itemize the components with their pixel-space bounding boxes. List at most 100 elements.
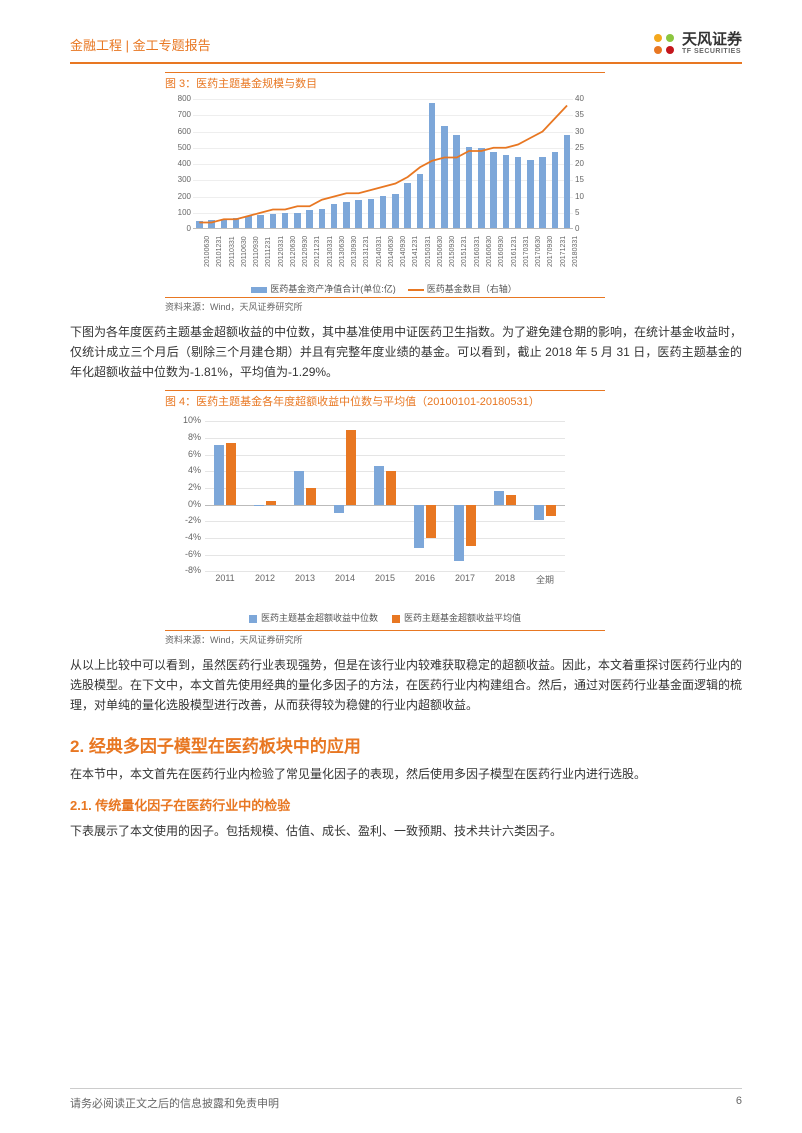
chart2-ytick: 0% [171,499,201,509]
chart2-bar-median [534,505,544,520]
chart2-ytick: 10% [171,415,201,425]
chart1-xtick: 20120630 [290,236,297,267]
chart1-ytick-right: 40 [575,94,593,103]
chart1-xtick: 20160630 [486,236,493,267]
chart1-ytick-right: 10 [575,192,593,201]
chart1-xtick: 20150331 [425,236,432,267]
chart1-xtick: 20100630 [204,236,211,267]
chart1-bar [270,214,277,228]
chart1-xtick: 20140630 [388,236,395,267]
chart1-xtick: 20130930 [351,236,358,267]
chart1-bar [380,196,387,228]
paragraph-4: 下表展示了本文使用的因子。包括规模、估值、成长、盈利、一致预期、技术共计六类因子… [70,822,742,842]
chart1-bar [355,200,362,228]
company-logo: 天风证券 TF SECURITIES [650,30,742,58]
heading-section-2: 2. 经典多因子模型在医药板块中的应用 [70,732,742,757]
paragraph-1: 下图为各年度医药主题基金超额收益的中位数，其中基准使用中证医药卫生指数。为了避免… [70,323,742,382]
chart2-bar-median [294,471,304,504]
chart1-xtick: 20151231 [461,236,468,267]
chart1-ytick-left: 500 [167,143,191,152]
chart1-xtick: 20170930 [547,236,554,267]
chart2-xtick: 2013 [286,573,324,583]
chart1-xtick: 20170331 [523,236,530,267]
page-footer: 请务必阅读正文之后的信息披露和免责申明 6 [70,1088,742,1111]
chart1-bar [527,160,534,228]
heading-section-2-1: 2.1. 传统量化因子在医药行业中的检验 [70,795,742,814]
chart2-xtick: 2017 [446,573,484,583]
chart2-bar-median [214,445,224,505]
chart2-ytick: -6% [171,549,201,559]
chart1-bar [515,157,522,228]
chart2-bar-mean [546,505,556,516]
chart2-legend: 医药主题基金超额收益中位数医药主题基金超额收益平均值 [165,611,595,624]
chart2-bar-mean [306,488,316,505]
chart1-xtick: 20160930 [498,236,505,267]
chart1-xtick: 20160331 [474,236,481,267]
chart1-xtick: 20141231 [412,236,419,267]
chart1-xtick: 20150930 [449,236,456,267]
paragraph-3: 在本节中，本文首先在医药行业内检验了常见量化因子的表现，然后使用多因子模型在医药… [70,765,742,785]
chart2-bar-mean [346,430,356,505]
chart1-xtick: 20120930 [302,236,309,267]
chart1-bar [539,157,546,229]
chart2-xtick: 2014 [326,573,364,583]
chart1-xtick: 20130331 [327,236,334,267]
chart1-legend: 医药基金资产净值合计(单位:亿)医药基金数目（右轴） [165,282,595,295]
chart2-bar-mean [426,505,436,538]
chart2-bar-median [254,505,264,507]
chart2-ytick: 6% [171,449,201,459]
chart1-bar [257,215,264,228]
chart1-xtick: 20140331 [376,236,383,267]
chart1-bar [453,135,460,228]
chart1-xtick: 20110930 [253,236,260,267]
chart1-bar [208,220,215,228]
chart1-bar [490,152,497,228]
chart2-xtick: 2016 [406,573,444,583]
chart1-ytick-left: 0 [167,224,191,233]
chart1-bar [306,210,313,228]
chart1-ytick-left: 700 [167,110,191,119]
page-number: 6 [736,1095,742,1111]
chart1-xtick: 20101231 [216,236,223,267]
chart1-xtick: 20121231 [314,236,321,267]
logo-text-cn: 天风证券 [682,32,742,49]
chart1-xtick: 20180331 [572,236,579,267]
chart1-ytick-right: 15 [575,175,593,184]
chart2-bar-median [414,505,424,548]
chart1-bar [552,152,559,228]
chart1-bar [404,183,411,229]
chart1-xtick: 20111231 [265,237,272,267]
chart2-bar-mean [506,495,516,505]
chart1-ytick-left: 800 [167,94,191,103]
chart1-bar [294,213,301,228]
chart1-xtick: 20110630 [241,236,248,267]
chart1-xtick: 20120331 [278,236,285,267]
chart1-bar [466,147,473,228]
chart2-ytick: 8% [171,432,201,442]
chart1-ytick-right: 35 [575,110,593,119]
chart2-bar-median [494,491,504,504]
figure-4-source: 资料来源：Wind，天风证券研究所 [165,633,742,646]
chart2-bar-mean [386,471,396,504]
chart1-ytick-left: 300 [167,175,191,184]
chart1-bar [233,218,240,228]
page-header: 金融工程 | 金工专题报告 天风证券 TF SECURITIES [70,30,742,64]
chart2-bar-median [374,466,384,505]
chart1-xtick: 20171231 [560,236,567,267]
chart1-bar [392,194,399,228]
chart1-ytick-left: 100 [167,208,191,217]
logo-text-en: TF SECURITIES [682,48,742,56]
chart1-bar [417,174,424,228]
chart2-ytick: 4% [171,465,201,475]
chart1-bar [478,148,485,228]
chart1-bar [368,199,375,228]
chart1-ytick-left: 200 [167,192,191,201]
chart1-xtick: 20131231 [363,236,370,267]
figure-4-title: 图 4：医药主题基金各年度超额收益中位数与平均值（20100101-201805… [165,390,605,409]
chart1-ytick-right: 25 [575,143,593,152]
chart1-ytick-right: 5 [575,208,593,217]
chart1-ytick-right: 30 [575,127,593,136]
chart1-bar [245,216,252,228]
chart1-bar [503,155,510,228]
figure-3-title: 图 3：医药主题基金规模与数目 [165,72,605,91]
